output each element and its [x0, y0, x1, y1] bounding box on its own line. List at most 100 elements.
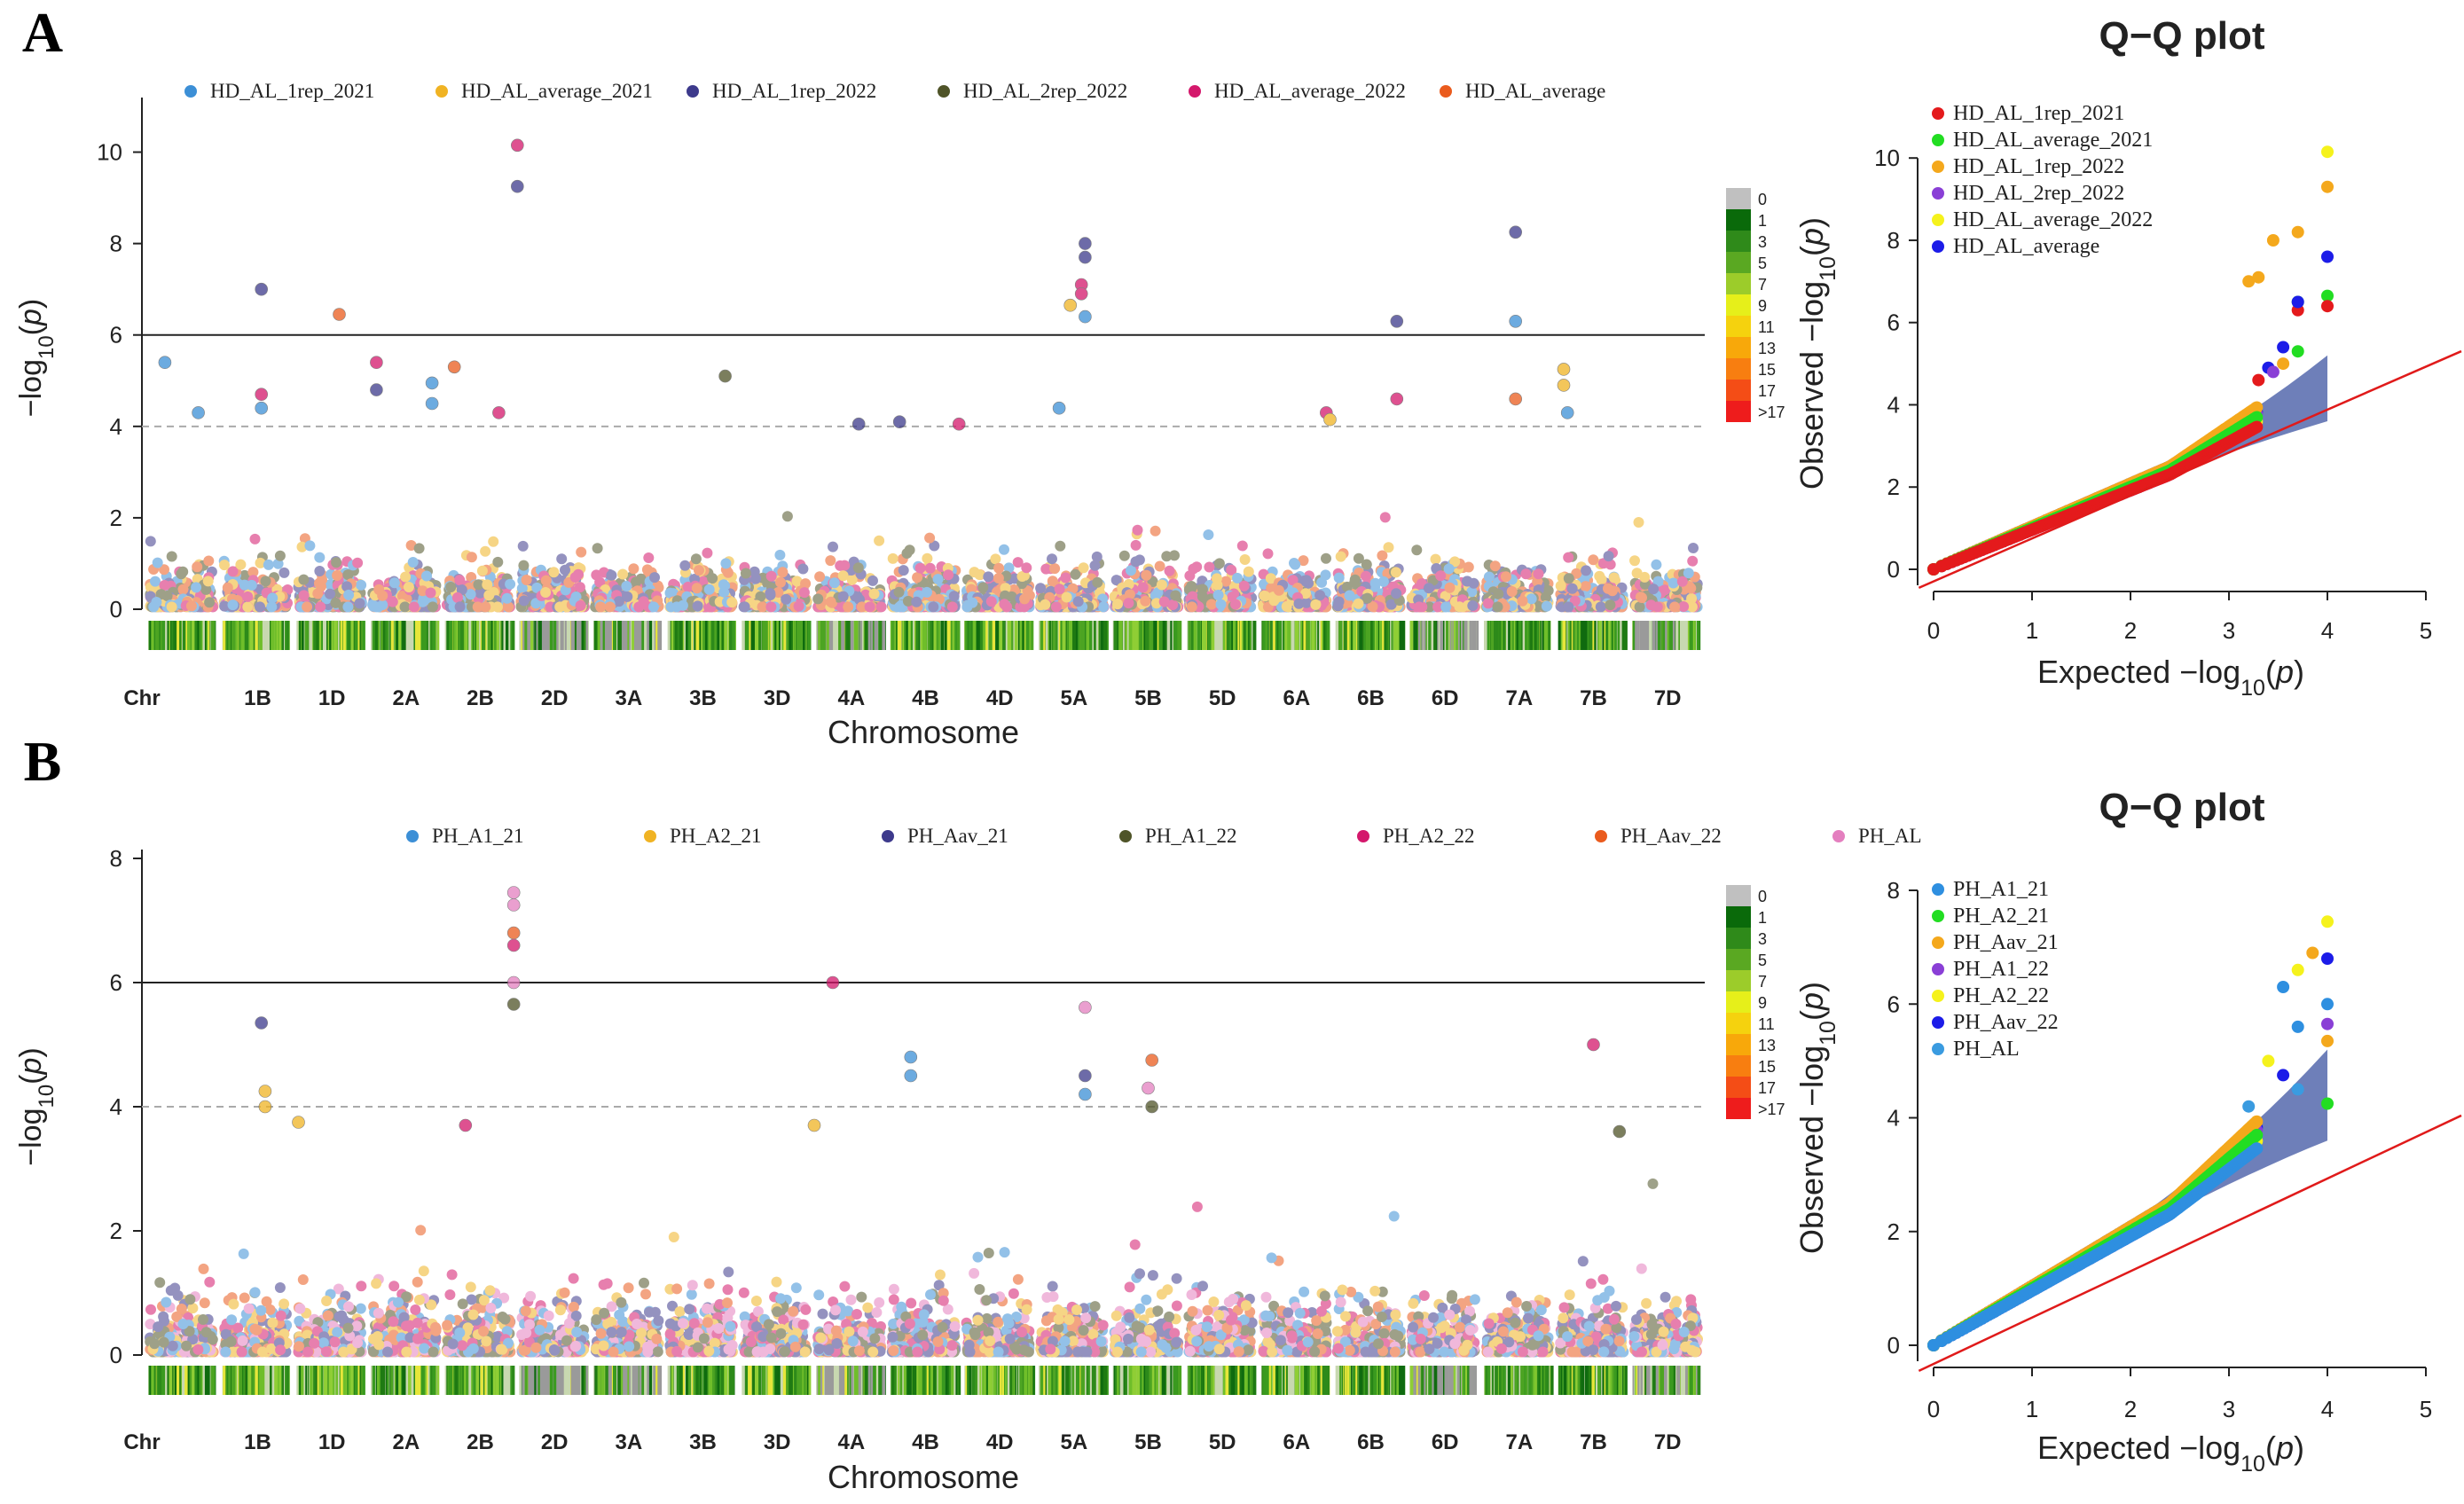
snp-point	[838, 591, 849, 602]
snp-point	[452, 592, 463, 603]
snp-point	[1391, 567, 1401, 577]
snp-point	[1469, 578, 1479, 589]
snp-point	[874, 536, 884, 546]
snp-point	[228, 599, 239, 610]
snp-point	[631, 576, 641, 587]
snp-point	[765, 601, 776, 612]
snp-point	[781, 594, 791, 605]
snp-point	[1157, 580, 1167, 591]
snp-point	[1170, 591, 1181, 601]
legend-entry: HD_AL_1rep_2021	[210, 80, 374, 102]
snp-point	[1444, 564, 1455, 575]
snp-point	[576, 547, 586, 558]
snp-point	[911, 597, 922, 607]
snp-point	[621, 581, 632, 591]
snp-point	[421, 571, 432, 582]
y-tick-label: 8	[110, 231, 122, 257]
snp-point	[477, 566, 488, 576]
snp-point	[522, 575, 532, 585]
legend-entry: HD_AL_1rep_2022	[712, 80, 876, 102]
snp-point	[1455, 601, 1465, 612]
snp-point	[488, 537, 498, 547]
snp-point	[678, 600, 688, 611]
snp-point	[242, 591, 253, 602]
snp-point	[1490, 560, 1501, 571]
snp-point	[342, 569, 353, 580]
snp-point	[1445, 583, 1456, 593]
snp-point	[148, 601, 159, 612]
snp-point	[299, 590, 310, 600]
snp-point	[1483, 598, 1494, 608]
snp-point	[1263, 548, 1274, 559]
snp-point	[867, 576, 878, 586]
snp-point	[404, 582, 414, 592]
snp-point	[1334, 573, 1345, 584]
snp-point	[1062, 592, 1072, 603]
snp-point	[298, 575, 309, 585]
snp-point	[1138, 582, 1149, 592]
snp-point	[869, 589, 880, 599]
snp-point	[694, 565, 704, 576]
snp-point	[352, 558, 363, 568]
snp-point	[573, 569, 584, 580]
snp-point	[1092, 577, 1103, 588]
snp-point	[1274, 585, 1284, 596]
snp-point	[1169, 550, 1180, 560]
snp-point	[1301, 575, 1312, 585]
snp-point	[774, 550, 785, 560]
snp-point	[150, 576, 161, 587]
snp-point	[1060, 573, 1071, 584]
snp-point	[740, 601, 750, 612]
snp-point	[167, 601, 177, 612]
snp-point	[304, 540, 315, 551]
snp-point	[1534, 568, 1544, 579]
snp-point	[924, 533, 935, 544]
snp-point	[162, 591, 173, 601]
snp-point	[1290, 560, 1300, 570]
y-tick-label: 10	[97, 139, 122, 166]
snp-point	[639, 596, 649, 607]
snp-point	[518, 560, 529, 571]
snp-point	[799, 587, 810, 598]
snp-point	[325, 589, 335, 599]
snp-point	[617, 569, 628, 580]
snp-point	[1501, 571, 1511, 582]
snp-point	[1230, 599, 1241, 610]
snp-point	[445, 582, 456, 592]
snp-point	[409, 601, 420, 612]
snp-point	[812, 593, 823, 604]
snp-point	[1414, 601, 1424, 612]
snp-point	[707, 573, 718, 584]
snp-point	[250, 534, 261, 544]
gwas-figure: AHD_AL_1rep_2021 HD_AL_average_2021 HD_AL_…	[0, 0, 2464, 1504]
snp-point	[454, 575, 465, 585]
snp-point	[1191, 561, 1202, 572]
legend-entry: HD_AL_average_2021	[461, 80, 653, 102]
snp-point	[1133, 525, 1143, 536]
snp-point	[279, 568, 289, 578]
snp-point	[1361, 571, 1371, 582]
snp-point	[191, 582, 201, 592]
snp-point	[1142, 570, 1152, 581]
snp-point	[648, 601, 659, 612]
snp-point	[556, 553, 567, 564]
snp-point	[1150, 526, 1161, 537]
snp-point	[330, 598, 341, 608]
snp-point	[826, 597, 836, 607]
snp-point	[519, 595, 530, 606]
snp-point	[839, 560, 850, 571]
snp-point	[628, 563, 639, 574]
snp-point	[876, 601, 887, 612]
snp-point	[1282, 601, 1292, 612]
snp-point	[902, 548, 913, 559]
snp-point	[1345, 591, 1355, 601]
snp-point	[741, 568, 751, 579]
snp-point	[192, 561, 202, 572]
snp-point	[480, 601, 490, 612]
snp-point	[1119, 551, 1130, 561]
snp-point	[702, 548, 712, 559]
snp-point	[720, 558, 731, 568]
snp-point	[692, 583, 702, 593]
snp-point	[993, 563, 1004, 574]
snp-point	[560, 565, 570, 576]
